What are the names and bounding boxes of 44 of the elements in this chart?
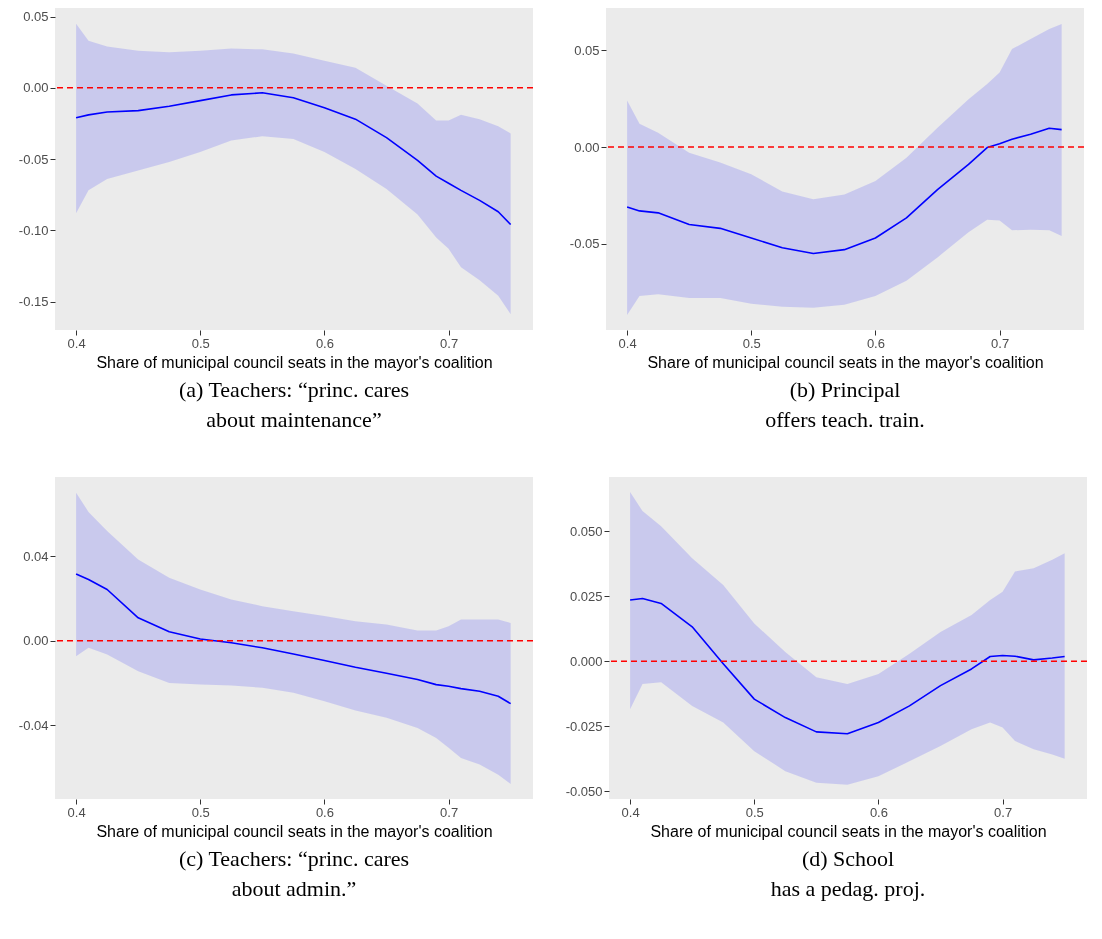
x-tick-label: 0.5 [745,804,764,820]
y-tick-label: -0.050 [565,783,603,799]
y-tick-label: -0.04 [18,717,48,733]
y-tick-label: -0.05 [18,151,48,167]
y-tick-label: -0.05 [569,236,599,252]
x-axis-title: Share of municipal council seats in the mayor's coalition [95,822,493,840]
x-tick-label: 0.5 [191,804,210,820]
x-tick-label: 0.7 [994,804,1013,820]
line-series [74,573,511,705]
x-axis-title: Share of municipal council seats in the mayor's coalition [650,822,1047,840]
y-tick-label: 0.025 [569,588,603,604]
text: (d) School has a pedag. proj. [770,846,926,901]
y-tick-label: 0.04 [22,548,48,564]
x-tick-label: 0.6 [869,804,888,820]
text: (b) Principal offers teach. train. [764,377,925,432]
x-tick-label: 0.4 [618,335,637,351]
x-axis-title: Share of municipal council seats in the mayor's coalition [95,353,493,371]
x-tick-label: 0.6 [315,335,334,351]
x-tick-label: 0.7 [439,335,458,351]
x-tick-label: 0.4 [621,804,640,820]
x-tick-label: 0.5 [742,335,761,351]
x-tick-label: 0.6 [315,804,334,820]
y-tick-label: -0.10 [18,222,48,238]
x-tick-label: 0.4 [67,804,86,820]
y-tick-label: 0.050 [569,523,603,539]
y-tick-label: 0.000 [569,653,603,669]
y-tick-label: -0.15 [18,294,48,309]
y-tick-label: 0.00 [22,80,48,96]
y-tick-label: 0.05 [573,42,599,58]
y-tick-label: -0.025 [565,718,603,734]
line-series [629,597,1066,735]
line-series [74,91,511,226]
y-tick-label: 0.00 [573,139,599,155]
y-tick-label: 0.00 [22,633,48,649]
text: (a) Teachers: “princ. cares about maintenance” [178,377,409,432]
x-tick-label: 0.7 [439,804,458,820]
text: (c) Teachers: “princ. cares about admin.” [178,846,409,901]
x-tick-label: 0.7 [990,335,1009,351]
x-axis-title: Share of municipal council seats in the mayor's coalition [646,353,1044,371]
x-tick-label: 0.4 [67,335,86,351]
line-series [625,127,1062,255]
x-tick-label: 0.6 [866,335,885,351]
x-tick-label: 0.5 [191,335,210,351]
y-tick-label: 0.05 [22,9,48,25]
